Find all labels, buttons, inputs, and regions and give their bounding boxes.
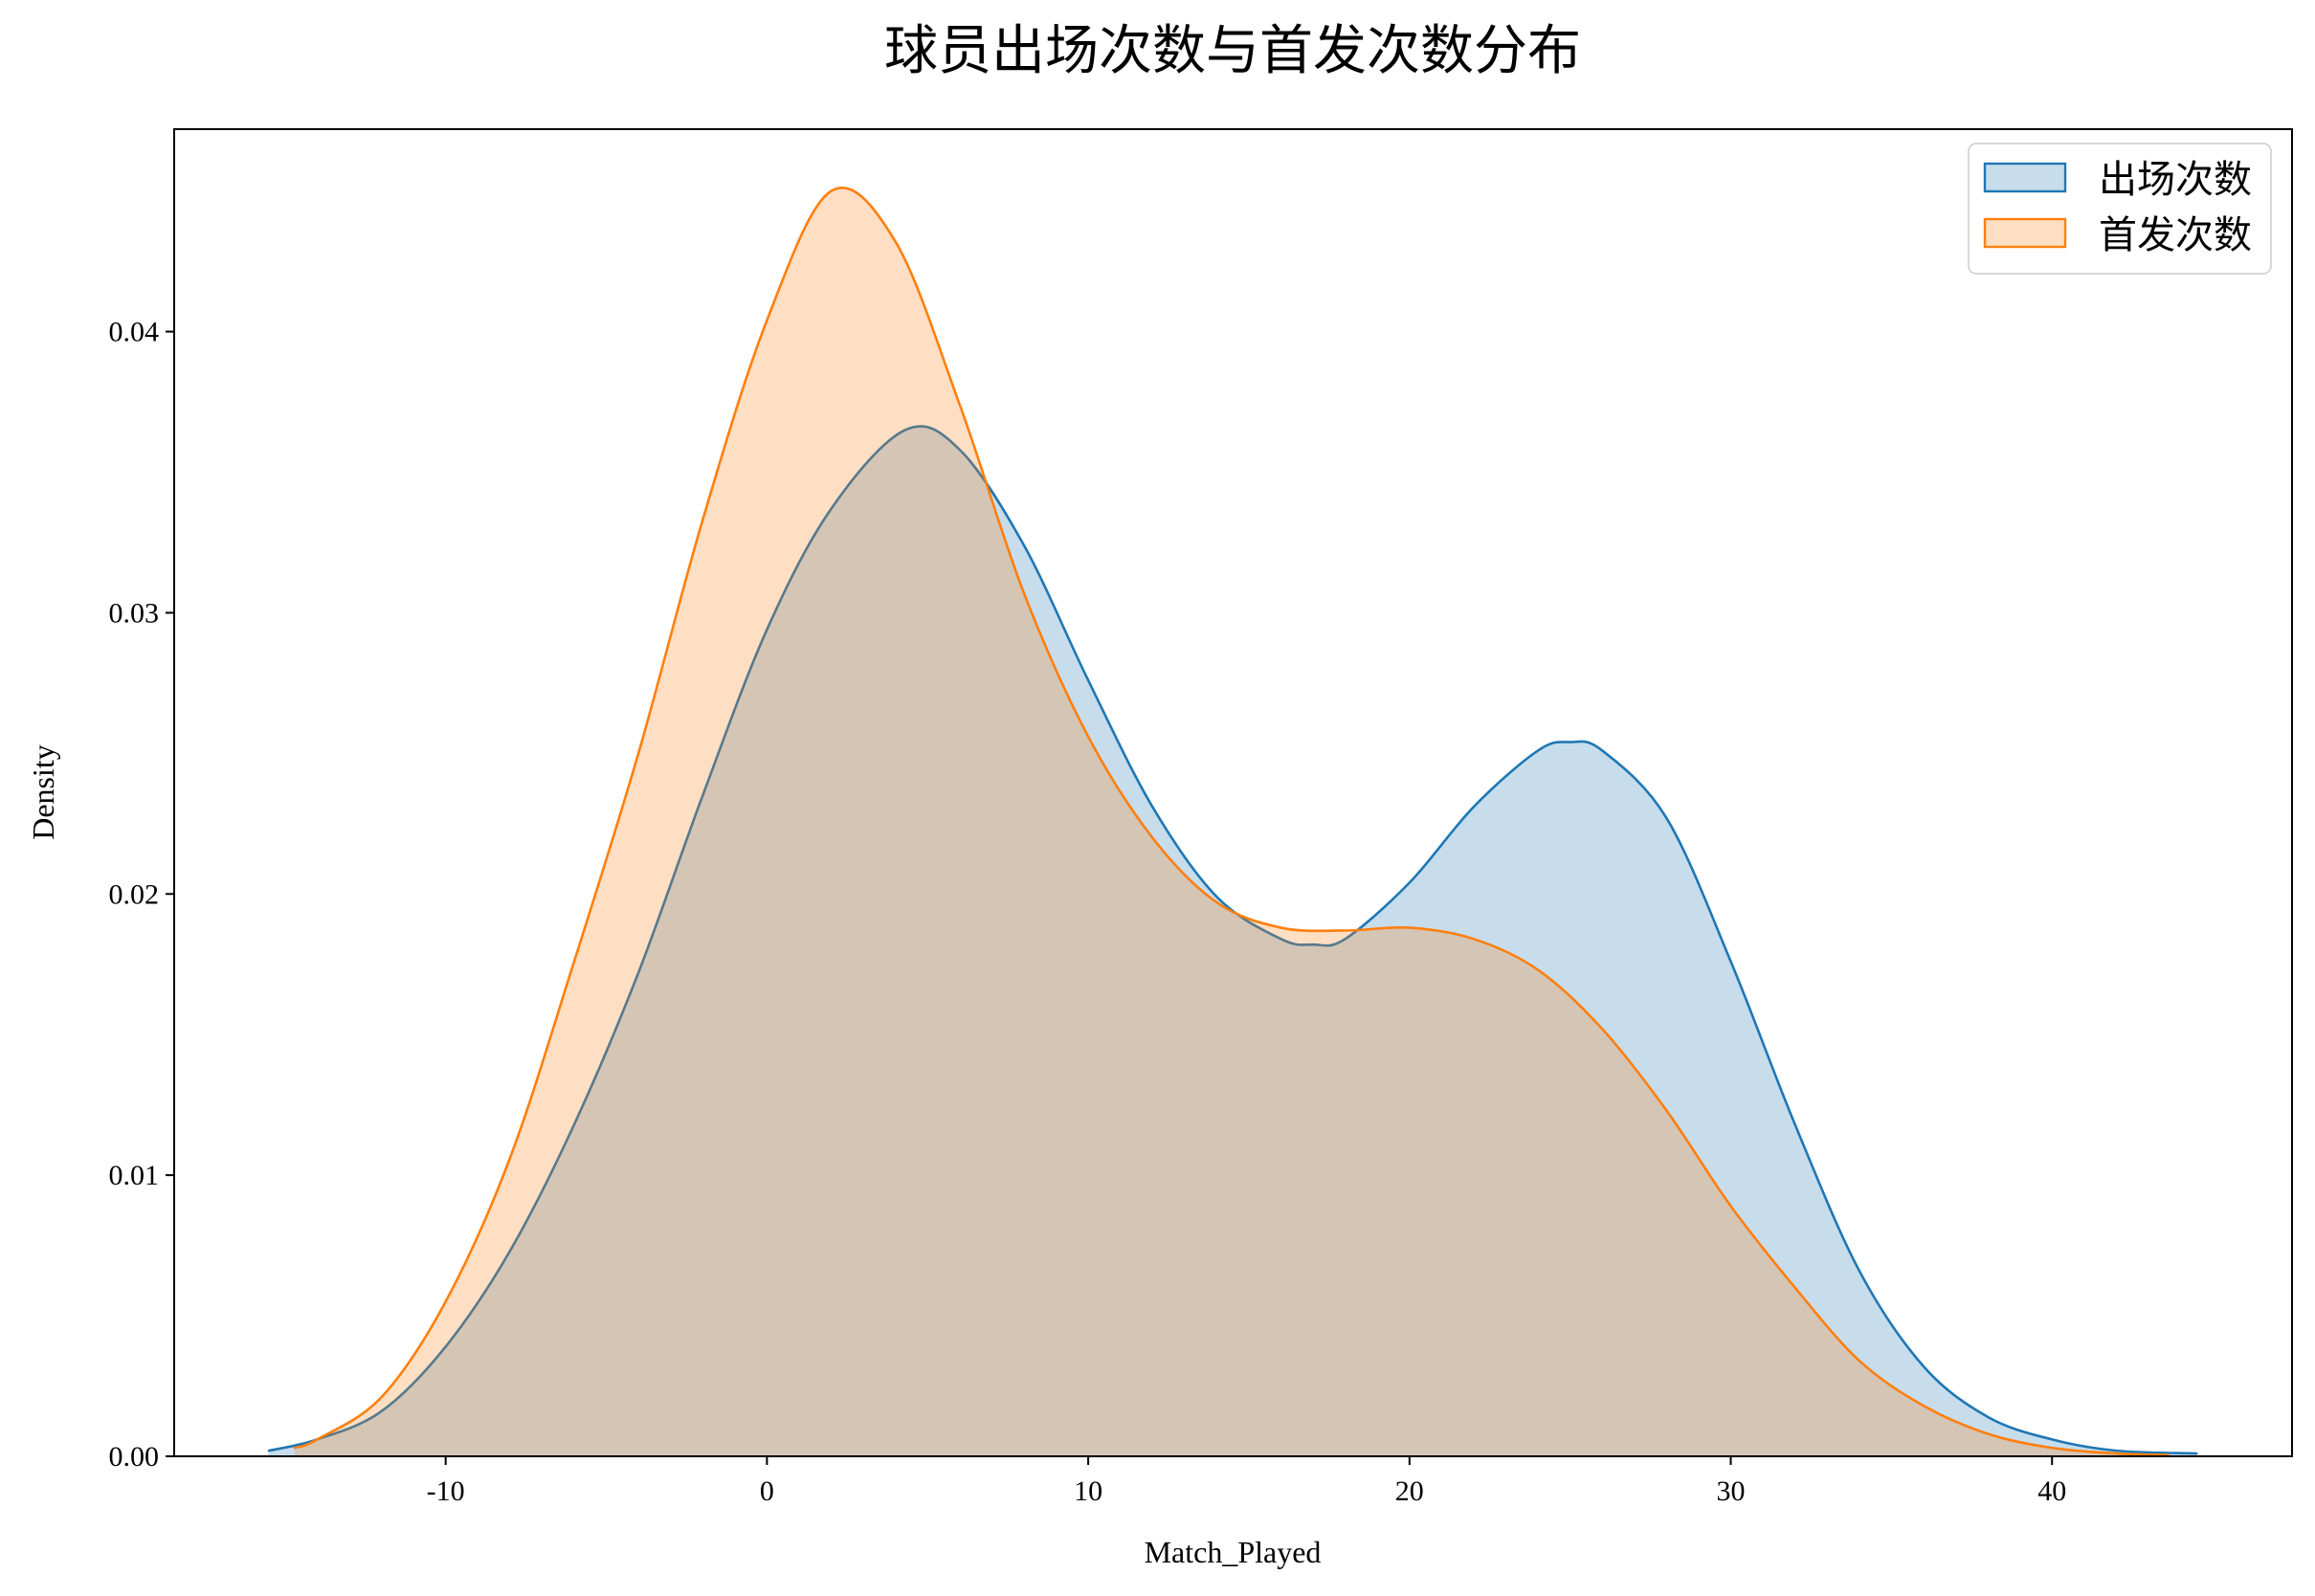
legend-label-appearances: 出场次数 (2099, 158, 2252, 201)
x-tick-label: 0 (760, 1475, 774, 1507)
series-0-area (269, 426, 2197, 1456)
x-axis-label: Match_Played (1145, 1535, 1322, 1569)
y-tick-label: 0.01 (109, 1160, 160, 1191)
legend-frame (1968, 143, 2272, 275)
axes-layer: -10 0 10 20 30 40 0.00 0.01 0.02 0.03 0.04 (109, 128, 2293, 1507)
plot-background (174, 129, 2292, 1456)
x-tick-label: 30 (1717, 1475, 1746, 1507)
y-tick-label: 0.02 (109, 878, 160, 910)
series-0-line (267, 425, 2198, 1455)
y-tick-label: 0.03 (109, 597, 160, 629)
x-tick-label: 20 (1395, 1475, 1424, 1507)
y-tick-label: 0.04 (109, 317, 160, 348)
legend-swatch-appearances (1983, 162, 2067, 193)
axes-frame (173, 128, 2293, 1457)
x-tick-label: -10 (427, 1475, 465, 1507)
chart-title: 球员出场次数与首发次数分布 (884, 22, 1581, 81)
series-1-line (293, 186, 2170, 1456)
x-tick-label: 10 (1074, 1475, 1102, 1507)
y-axis-label: Density (26, 744, 60, 840)
legend-swatch-starts (1983, 217, 2067, 249)
y-tick-label: 0.00 (109, 1441, 160, 1473)
legend-label-starts: 首发次数 (2099, 213, 2252, 256)
series-1-area (294, 188, 2169, 1456)
x-tick-label: 40 (2037, 1475, 2066, 1507)
legend: 出场次数 首发次数 (1968, 143, 2272, 275)
series-layer (267, 186, 2198, 1456)
